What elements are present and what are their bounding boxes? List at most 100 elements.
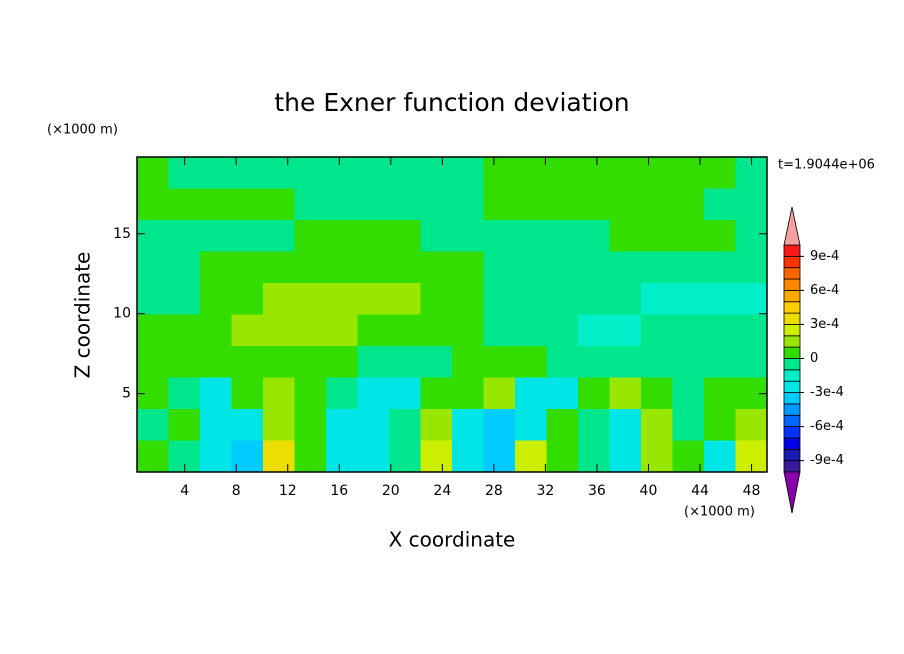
colorbar-tick-label: 9e-4 [810, 249, 839, 264]
contour-cell [294, 251, 327, 284]
contour-cell [483, 346, 516, 378]
contour-cell [263, 157, 295, 189]
contour-cell [483, 220, 516, 252]
contour-cell [231, 346, 264, 378]
colorbar-box [783, 414, 801, 428]
contour-cell [515, 314, 547, 347]
contour-cell [735, 314, 768, 347]
colorbar-tick-label: 6e-4 [810, 283, 839, 298]
contour-cell [546, 157, 579, 189]
contour-cell [137, 409, 169, 441]
x-tick-label: 28 [485, 483, 503, 499]
colorbar-tick-label: -9e-4 [810, 453, 844, 468]
contour-cell [609, 220, 642, 252]
contour-cell [294, 346, 327, 378]
contour-cell [294, 314, 327, 347]
colorbar-box [783, 324, 801, 337]
contour-cell [137, 440, 169, 473]
contour-cell [452, 283, 484, 315]
contour-cell [704, 188, 736, 221]
contour-cell [735, 346, 768, 378]
contour-cell [672, 314, 705, 347]
contour-cell [452, 188, 484, 221]
contour-cell [483, 283, 516, 315]
contour-cell [200, 251, 232, 284]
contour-cell [735, 220, 768, 252]
contour-cell [452, 377, 484, 410]
contour-cell [546, 283, 579, 315]
contour-cell [389, 346, 421, 378]
contour-cell [294, 157, 327, 189]
contour-cell [263, 188, 295, 221]
contour-cell [263, 377, 295, 410]
contour-cell [137, 283, 169, 315]
contour-cell [452, 157, 484, 189]
contour-cell [578, 220, 610, 252]
x-tick-label: 48 [743, 483, 761, 499]
colorbar-box [783, 267, 801, 280]
colorbar-top-arrow [783, 206, 801, 246]
contour-cell [357, 283, 390, 315]
contour-cell [231, 283, 264, 315]
contour-cell [704, 251, 736, 284]
contour-cell [672, 283, 705, 315]
contour-cell [641, 346, 673, 378]
contour-cell [578, 251, 610, 284]
contour-cell [263, 440, 295, 473]
contour-cell [578, 283, 610, 315]
contour-cell [326, 283, 358, 315]
contour-cell [641, 314, 673, 347]
contour-cell [168, 251, 201, 284]
contour-cell [357, 220, 390, 252]
contour-cell [294, 220, 327, 252]
contour-cell [452, 409, 484, 441]
contour-cell [609, 440, 642, 473]
contour-cell [672, 157, 705, 189]
contour-cell [231, 157, 264, 189]
contour-cell [641, 251, 673, 284]
contour-cell [168, 346, 201, 378]
contour-cell [452, 440, 484, 473]
contour-cell [483, 440, 516, 473]
contour-cell [168, 188, 201, 221]
x-tick-label: 20 [382, 483, 400, 499]
colorbar-box [783, 437, 801, 450]
contour-cell [672, 440, 705, 473]
contour-cell [515, 188, 547, 221]
contour-cell [578, 346, 610, 378]
contour-cell [231, 251, 264, 284]
contour-cell [200, 440, 232, 473]
contour-cell [231, 220, 264, 252]
colorbar-tick-label: -3e-4 [810, 385, 844, 400]
contour-cell [357, 440, 390, 473]
colorbar-tick-label: 0 [810, 351, 818, 366]
x-tick-label: 32 [536, 483, 554, 499]
contour-cell [515, 220, 547, 252]
x-tick-label: 4 [180, 483, 189, 499]
colorbar-tick-label: -6e-4 [810, 419, 844, 434]
contour-cell [546, 440, 579, 473]
y-tick-label: 5 [122, 386, 131, 402]
contour-cell [704, 440, 736, 473]
contour-cell [546, 314, 579, 347]
contour-cell [672, 220, 705, 252]
colorbar-box [783, 369, 801, 382]
y-unit: (×1000 m) [47, 123, 118, 138]
y-axis-label: Z coordinate [71, 252, 95, 379]
contour-cell [200, 346, 232, 378]
contour-cell [515, 251, 547, 284]
contour-cell [326, 409, 358, 441]
contour-cell [609, 251, 642, 284]
contour-cell [420, 251, 453, 284]
contour-cell [452, 314, 484, 347]
contour-cell [420, 314, 453, 347]
contour-cell [200, 377, 232, 410]
contour-cell [420, 346, 453, 378]
contour-cell [452, 251, 484, 284]
x-tick-label: 12 [279, 483, 297, 499]
contour-cell [263, 346, 295, 378]
contour-cell [389, 251, 421, 284]
contour-cell [546, 220, 579, 252]
contour-cell [609, 377, 642, 410]
